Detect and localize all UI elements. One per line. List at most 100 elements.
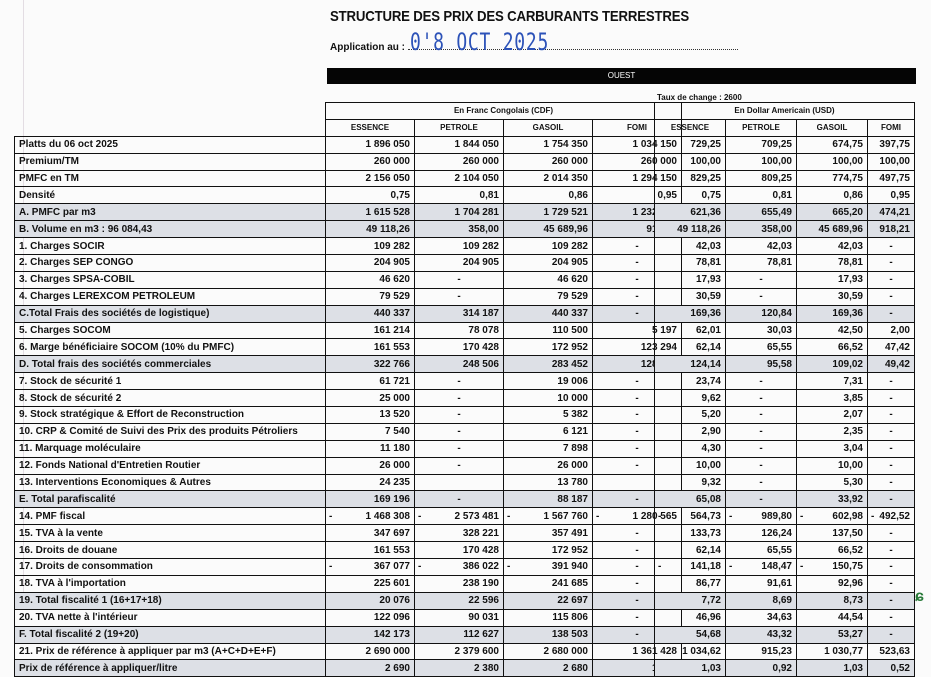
table-row: 729,25 709,25 674,75 397,75 (654, 135, 915, 154)
cdf-value-cell: 5 382 (503, 406, 593, 424)
cell-value: 1 468 308 (365, 510, 411, 522)
table-row: 16. Droits de douane 161 553 170 428 172 95… (14, 541, 682, 560)
cell-value: 492,52 (879, 510, 910, 522)
cdf-value-cell: 109 282 (503, 237, 593, 256)
usd-value-cell: 497,75 (867, 169, 915, 188)
usd-value-cell: 2,90 (654, 422, 726, 441)
cdf-value-cell: 26 000 (503, 456, 593, 475)
row-label: 16. Droits de douane (14, 541, 326, 560)
usd-value-cell: 2,07 (796, 406, 868, 424)
table-row: 62,14 65,55 66,52 47,42 (654, 338, 915, 357)
table-row: 621,36 655,49 665,20 474,21 (654, 203, 915, 222)
minus-sign: - (800, 561, 804, 573)
cdf-column-header-petrole: PETROLE (414, 118, 504, 137)
usd-value-cell: 0,81 (725, 186, 797, 205)
cdf-value-cell: 46 620 (325, 270, 415, 289)
row-label: A. PMFC par m3 (14, 203, 326, 222)
cdf-value-cell: 24 235 (325, 473, 415, 492)
usd-value-cell: 49,42 (867, 355, 915, 374)
table-row: 21. Prix de référence à appliquer par m3… (14, 642, 682, 661)
row-label: 18. TVA à l'importation (14, 574, 326, 593)
usd-value-cell: - (725, 490, 797, 509)
row-label: 9. Stock stratégique & Effort de Reconst… (14, 406, 326, 424)
usd-value-cell: 86,77 (654, 574, 726, 593)
usd-value-cell: 829,25 (654, 169, 726, 188)
cdf-value-cell: 358,00 (414, 220, 504, 239)
minus-sign: - (800, 510, 804, 522)
minus-sign: - (658, 561, 662, 573)
usd-value-cell: 0,95 (867, 186, 915, 205)
cdf-value-cell: 45 689,96 (503, 220, 593, 239)
row-label: 13. Interventions Economiques & Autres (14, 473, 326, 492)
table-row: 2. Charges SEP CONGO 204 905 204 905 204 90… (14, 254, 682, 272)
cdf-value-cell: - (414, 406, 504, 424)
usd-value-cell: 674,75 (796, 135, 868, 154)
cell-value: 141,18 (690, 561, 721, 573)
usd-value-cell: 17,93 (796, 270, 868, 289)
table-row: 7,72 8,69 8,73- (654, 591, 915, 610)
usd-value-cell: 53,27 (796, 625, 868, 644)
table-row: 9,32-5,30- (654, 473, 915, 492)
row-label: 15. TVA à la vente (14, 524, 326, 543)
table-row: Prix de référence à appliquer/litre 2 690… (14, 659, 682, 677)
usd-value-cell: - (867, 439, 915, 458)
table-row: 18. TVA à l'importation 225 601 238 190 241… (14, 574, 682, 593)
usd-value-cell: 1,03 (654, 659, 726, 677)
usd-value-cell: 78,81 (796, 254, 868, 272)
cdf-value-cell: 440 337 (325, 304, 415, 323)
cdf-value-cell: - (414, 456, 504, 475)
cdf-value-cell: 110 500 (503, 321, 593, 340)
cdf-value-cell: 241 685 (503, 574, 593, 593)
usd-value-cell: 915,23 (725, 642, 797, 661)
table-row: D. Total frais des sociétés commerciales… (14, 355, 682, 374)
usd-value-cell: 34,63 (725, 608, 797, 627)
table-row: 62,01 30,03 42,50 2,00 (654, 321, 915, 340)
table-row: 13. Interventions Economiques & Autres 24… (14, 473, 682, 492)
cdf-value-cell: - (414, 439, 504, 458)
minus-sign: - (729, 510, 733, 522)
date-dotted-line (407, 49, 738, 50)
usd-value-cell: 133,73 (654, 524, 726, 543)
usd-value-cell: - (867, 422, 915, 441)
row-label: Premium/TM (14, 152, 326, 171)
usd-value-cell: 62,14 (654, 338, 726, 357)
table-row: Densité 0,75 0,81 0,86 0,95 (14, 186, 682, 205)
table-row: 1 034,62 915,23 1 030,77 523,63 (654, 642, 915, 661)
table-row: 10,00-10,00- (654, 456, 915, 475)
usd-value-cell: 30,59 (796, 287, 868, 306)
cdf-value-cell: 0,75 (325, 186, 415, 205)
cdf-value-cell: 88 187 (503, 490, 593, 509)
usd-value-cell: - (867, 372, 915, 391)
table-row: A. PMFC par m3 1 615 528 1 704 281 1 729 52… (14, 203, 682, 222)
cdf-value-cell: 2 680 (503, 659, 593, 677)
cdf-value-cell: 172 952 (503, 541, 593, 560)
usd-value-cell: 1,03 (796, 659, 868, 677)
usd-value-cell: - (867, 287, 915, 306)
usd-value-cell: - (867, 473, 915, 492)
cdf-value-cell: 90 031 (414, 608, 504, 627)
cdf-value-cell: - (414, 490, 504, 509)
cdf-value-cell: 142 173 (325, 625, 415, 644)
cdf-value-cell: 172 952 (503, 338, 593, 357)
usd-value-cell: - 150,75 (796, 558, 868, 576)
usd-value-cell: 665,20 (796, 203, 868, 222)
table-row: 0,75 0,81 0,86 0,95 (654, 186, 915, 205)
cdf-value-cell: 112 627 (414, 625, 504, 644)
cdf-value-cell: 78 078 (414, 321, 504, 340)
usd-value-cell: 8,73 (796, 591, 868, 610)
usd-value-cell: 49 118,26 (654, 220, 726, 239)
cdf-value-cell: 7 540 (325, 422, 415, 441)
minus-sign: - (418, 561, 422, 573)
table-row: 54,68 43,32 53,27- (654, 625, 915, 644)
table-row: C.Total Frais des sociétés de logistique… (14, 304, 682, 323)
usd-value-cell: 3,04 (796, 439, 868, 458)
table-row: 14. PMF fiscal -1 468 308-2 573 481-1 567… (14, 507, 682, 526)
row-label: Prix de référence à appliquer/litre (14, 659, 326, 677)
cdf-value-cell: 357 491 (503, 524, 593, 543)
cdf-value-cell: 161 214 (325, 321, 415, 340)
cdf-value-cell: - (414, 389, 504, 408)
cdf-value-cell: 61 721 (325, 372, 415, 391)
usd-value-cell: 91,61 (725, 574, 797, 593)
usd-value-cell: 46,96 (654, 608, 726, 627)
cdf-value-cell: 328 221 (414, 524, 504, 543)
